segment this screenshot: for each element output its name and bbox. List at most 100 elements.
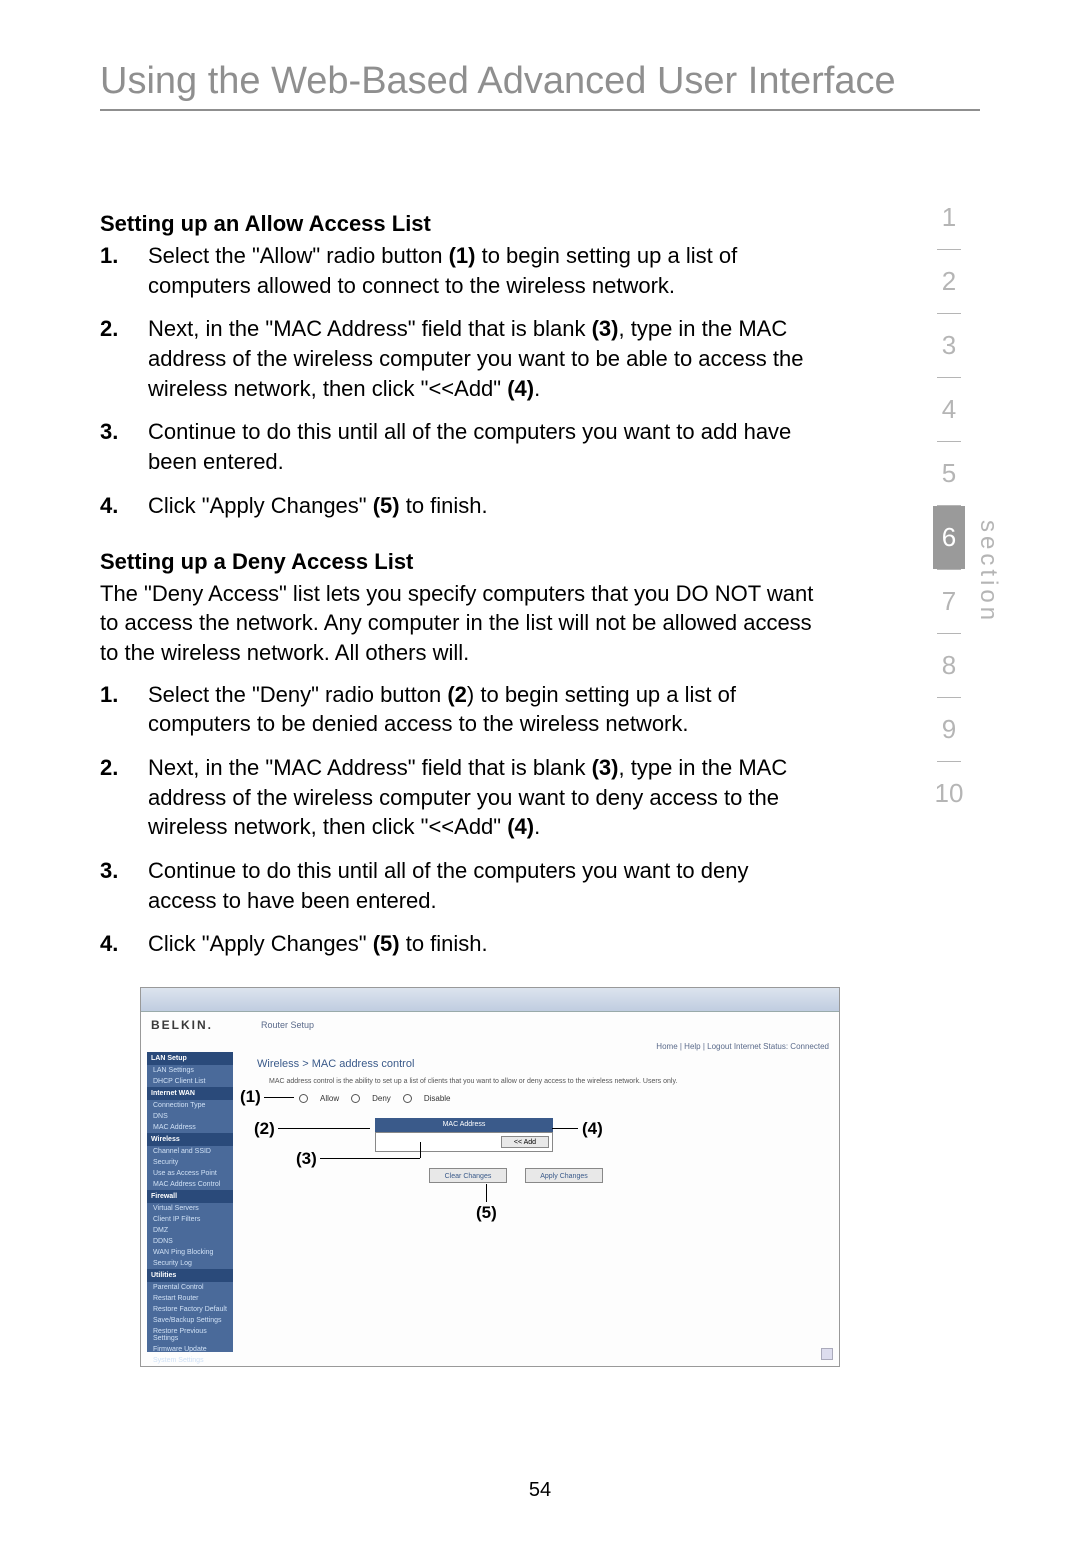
list-item: 2. Next, in the "MAC Address" field that… — [100, 753, 820, 842]
sidebar-group-header: Utilities — [147, 1269, 233, 1282]
disable-radio-label: Disable — [424, 1094, 451, 1103]
sidebar-item[interactable]: Security Log — [147, 1258, 233, 1269]
sidebar-item[interactable]: Use as Access Point — [147, 1168, 233, 1179]
allow-radio[interactable] — [299, 1094, 308, 1103]
top-links: Home | Help | Logout Internet Status: Co… — [656, 1042, 829, 1051]
section-nav-item[interactable]: 3 — [933, 314, 965, 377]
step-number: 2. — [100, 753, 148, 842]
section-nav-item[interactable]: 6 — [933, 506, 965, 569]
step-number: 4. — [100, 491, 148, 521]
sidebar-item[interactable]: MAC Address Control — [147, 1179, 233, 1190]
sidebar-group-header: Firewall — [147, 1190, 233, 1203]
sidebar-item[interactable]: Client IP Filters — [147, 1214, 233, 1225]
disable-radio[interactable] — [403, 1094, 412, 1103]
page-title: Using the Web-Based Advanced User Interf… — [100, 60, 980, 103]
ref: (3) — [592, 316, 619, 341]
sidebar-item[interactable]: System Settings — [147, 1355, 233, 1366]
sidebar-item[interactable]: Restore Factory Default — [147, 1304, 233, 1315]
sidebar-item[interactable]: Save/Backup Settings — [147, 1315, 233, 1326]
section-nav-item[interactable]: 8 — [933, 634, 965, 697]
router-sidebar: LAN SetupLAN SettingsDHCP Client ListInt… — [147, 1052, 233, 1352]
router-setup-label: Router Setup — [261, 1020, 314, 1030]
step-text: Next, in the "MAC Address" field that is… — [148, 753, 820, 842]
deny-steps: 1. Select the "Deny" radio button (2) to… — [100, 680, 820, 960]
t: . — [534, 376, 540, 401]
scrollbar-corner — [821, 1348, 833, 1360]
step-text: Next, in the "MAC Address" field that is… — [148, 314, 820, 403]
sidebar-item[interactable]: Connection Type — [147, 1100, 233, 1111]
ref: (1) — [449, 243, 476, 268]
step-text: Click "Apply Changes" (5) to finish. — [148, 929, 820, 959]
list-item: 1. Select the "Deny" radio button (2) to… — [100, 680, 820, 739]
step-number: 3. — [100, 856, 148, 915]
clear-changes-button[interactable]: Clear Changes — [429, 1168, 507, 1183]
deny-heading: Setting up a Deny Access List — [100, 549, 820, 575]
section-nav-item[interactable]: 4 — [933, 378, 965, 441]
ref: (4) — [507, 376, 534, 401]
list-item: 1. Select the "Allow" radio button (1) t… — [100, 241, 820, 300]
sidebar-item[interactable]: MAC Address — [147, 1122, 233, 1133]
apply-changes-button[interactable]: Apply Changes — [525, 1168, 603, 1183]
deny-radio-label: Deny — [372, 1094, 391, 1103]
section-label: section — [974, 520, 1002, 624]
ref: (5) — [373, 931, 400, 956]
sidebar-group-header: LAN Setup — [147, 1052, 233, 1065]
sidebar-group-header: Internet WAN — [147, 1087, 233, 1100]
sidebar-item[interactable]: Parental Control — [147, 1282, 233, 1293]
sidebar-item[interactable]: Restart Router — [147, 1293, 233, 1304]
section-nav-item[interactable]: 10 — [933, 762, 965, 825]
t: to finish. — [400, 931, 488, 956]
sidebar-item[interactable]: DMZ — [147, 1225, 233, 1236]
brand-logo: BELKIN. — [151, 1018, 213, 1032]
section-nav-item[interactable]: 9 — [933, 698, 965, 761]
sidebar-item[interactable]: Security — [147, 1157, 233, 1168]
step-text: Select the "Deny" radio button (2) to be… — [148, 680, 820, 739]
sidebar-item[interactable]: LAN Settings — [147, 1065, 233, 1076]
body-content: Setting up an Allow Access List 1. Selec… — [100, 211, 820, 1367]
list-item: 3. Continue to do this until all of the … — [100, 417, 820, 476]
step-text: Continue to do this until all of the com… — [148, 417, 820, 476]
section-nav-item[interactable]: 2 — [933, 250, 965, 313]
sidebar-item[interactable]: Channel and SSID — [147, 1146, 233, 1157]
section-nav-item[interactable]: 5 — [933, 442, 965, 505]
step-text: Continue to do this until all of the com… — [148, 856, 820, 915]
list-item: 2. Next, in the "MAC Address" field that… — [100, 314, 820, 403]
add-button[interactable]: << Add — [501, 1136, 549, 1148]
sidebar-item[interactable]: DDNS — [147, 1236, 233, 1247]
button-row: Clear Changes Apply Changes — [429, 1168, 603, 1183]
allow-heading: Setting up an Allow Access List — [100, 211, 820, 237]
ref: (5) — [373, 493, 400, 518]
sidebar-item[interactable]: DHCP Client List — [147, 1076, 233, 1087]
t: to finish. — [400, 493, 488, 518]
ref: (3) — [592, 755, 619, 780]
section-nav-item[interactable]: 7 — [933, 570, 965, 633]
sidebar-item[interactable]: Virtual Servers — [147, 1203, 233, 1214]
deny-radio[interactable] — [351, 1094, 360, 1103]
sidebar-item[interactable]: Restore Previous Settings — [147, 1326, 233, 1344]
page: Using the Web-Based Advanced User Interf… — [0, 0, 1080, 1542]
radio-row: Allow Deny Disable — [299, 1094, 451, 1103]
step-number: 2. — [100, 314, 148, 403]
sidebar-item[interactable]: Firmware Update — [147, 1344, 233, 1355]
sidebar-item[interactable]: DNS — [147, 1111, 233, 1122]
t: Next, in the "MAC Address" field that is… — [148, 755, 592, 780]
sidebar-item[interactable]: WAN Ping Blocking — [147, 1247, 233, 1258]
t: Select the "Deny" radio button — [148, 682, 447, 707]
list-item: 4. Click "Apply Changes" (5) to finish. — [100, 929, 820, 959]
list-item: 4. Click "Apply Changes" (5) to finish. — [100, 491, 820, 521]
t: Select the "Allow" radio button — [148, 243, 449, 268]
step-number: 3. — [100, 417, 148, 476]
step-number: 4. — [100, 929, 148, 959]
allow-radio-label: Allow — [320, 1094, 339, 1103]
t: . — [534, 814, 540, 839]
title-rule — [100, 109, 980, 111]
panel-description: MAC address control is the ability to se… — [269, 1078, 825, 1086]
section-nav-item[interactable]: 1 — [933, 186, 965, 249]
t: Next, in the "MAC Address" field that is… — [148, 316, 592, 341]
deny-intro: The "Deny Access" list lets you specify … — [100, 579, 820, 668]
step-number: 1. — [100, 241, 148, 300]
page-number: 54 — [0, 1479, 1080, 1502]
section-nav: 12345678910 — [933, 186, 965, 825]
sidebar-group-header: Wireless — [147, 1133, 233, 1146]
list-item: 3. Continue to do this until all of the … — [100, 856, 820, 915]
